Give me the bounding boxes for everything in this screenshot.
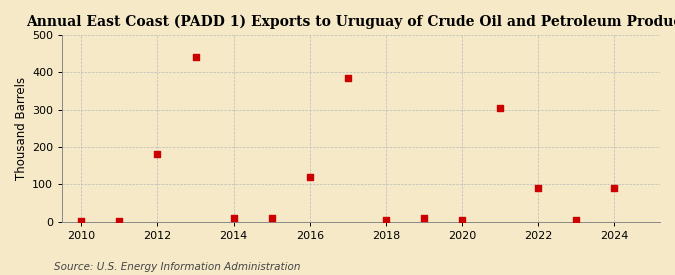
Text: Source: U.S. Energy Information Administration: Source: U.S. Energy Information Administ… — [54, 262, 300, 272]
Point — [609, 186, 620, 190]
Point — [152, 152, 163, 156]
Point — [304, 175, 315, 179]
Y-axis label: Thousand Barrels: Thousand Barrels — [15, 77, 28, 180]
Point — [190, 55, 201, 59]
Point — [571, 218, 582, 222]
Point — [342, 76, 353, 80]
Point — [381, 218, 392, 222]
Point — [267, 216, 277, 220]
Point — [495, 105, 506, 110]
Point — [533, 186, 543, 190]
Point — [114, 219, 125, 223]
Point — [418, 216, 429, 220]
Title: Annual East Coast (PADD 1) Exports to Uruguay of Crude Oil and Petroleum Product: Annual East Coast (PADD 1) Exports to Ur… — [26, 15, 675, 29]
Point — [228, 216, 239, 220]
Point — [457, 218, 468, 222]
Point — [76, 219, 87, 223]
